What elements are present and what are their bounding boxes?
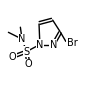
Text: N: N: [36, 40, 44, 49]
Text: Br: Br: [67, 38, 77, 48]
Text: S: S: [24, 47, 30, 57]
Text: N: N: [50, 40, 57, 49]
Text: O: O: [25, 59, 32, 69]
Text: N: N: [18, 34, 26, 44]
Text: O: O: [8, 52, 16, 62]
